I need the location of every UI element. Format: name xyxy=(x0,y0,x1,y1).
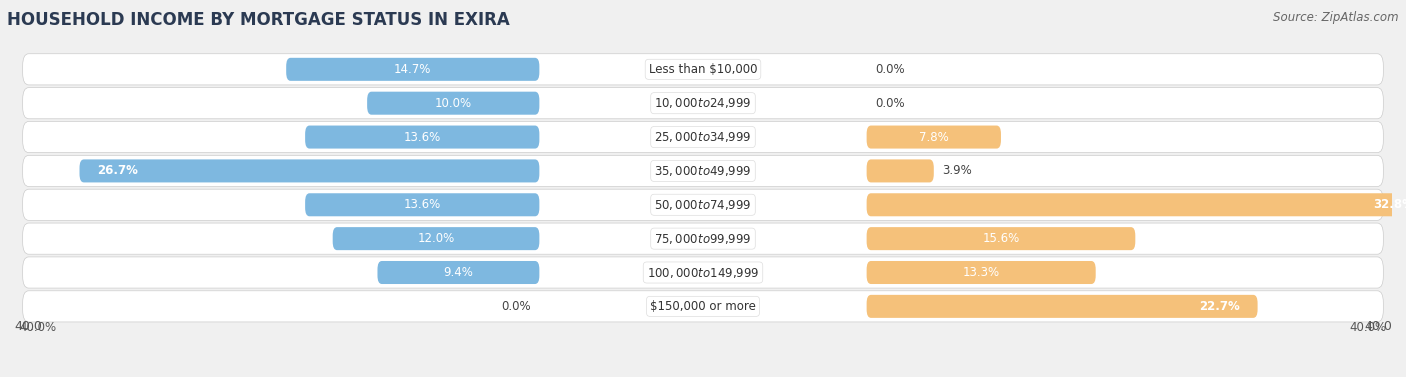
Text: 40.0%: 40.0% xyxy=(1350,321,1386,334)
FancyBboxPatch shape xyxy=(80,159,540,182)
FancyBboxPatch shape xyxy=(22,223,1384,254)
FancyBboxPatch shape xyxy=(866,295,1257,318)
Text: 0.0%: 0.0% xyxy=(875,63,905,76)
Text: 15.6%: 15.6% xyxy=(983,232,1019,245)
FancyBboxPatch shape xyxy=(22,155,1384,187)
FancyBboxPatch shape xyxy=(367,92,540,115)
Text: 13.6%: 13.6% xyxy=(404,198,441,211)
Text: $25,000 to $34,999: $25,000 to $34,999 xyxy=(654,130,752,144)
Text: $35,000 to $49,999: $35,000 to $49,999 xyxy=(654,164,752,178)
Text: $10,000 to $24,999: $10,000 to $24,999 xyxy=(654,96,752,110)
Text: Less than $10,000: Less than $10,000 xyxy=(648,63,758,76)
Text: 9.4%: 9.4% xyxy=(443,266,474,279)
Text: 32.8%: 32.8% xyxy=(1374,198,1406,211)
Text: 3.9%: 3.9% xyxy=(942,164,972,178)
Text: HOUSEHOLD INCOME BY MORTGAGE STATUS IN EXIRA: HOUSEHOLD INCOME BY MORTGAGE STATUS IN E… xyxy=(7,11,510,29)
Text: 14.7%: 14.7% xyxy=(394,63,432,76)
FancyBboxPatch shape xyxy=(22,54,1384,85)
FancyBboxPatch shape xyxy=(22,121,1384,153)
Text: $50,000 to $74,999: $50,000 to $74,999 xyxy=(654,198,752,212)
Text: 40.0: 40.0 xyxy=(14,320,42,333)
FancyBboxPatch shape xyxy=(22,257,1384,288)
FancyBboxPatch shape xyxy=(866,193,1406,216)
Text: 0.0%: 0.0% xyxy=(501,300,531,313)
Text: 0.0%: 0.0% xyxy=(875,97,905,110)
Text: $100,000 to $149,999: $100,000 to $149,999 xyxy=(647,265,759,279)
Text: $150,000 or more: $150,000 or more xyxy=(650,300,756,313)
FancyBboxPatch shape xyxy=(377,261,540,284)
FancyBboxPatch shape xyxy=(22,291,1384,322)
Text: 10.0%: 10.0% xyxy=(434,97,472,110)
FancyBboxPatch shape xyxy=(305,193,540,216)
FancyBboxPatch shape xyxy=(333,227,540,250)
Text: 7.8%: 7.8% xyxy=(920,130,949,144)
Text: Source: ZipAtlas.com: Source: ZipAtlas.com xyxy=(1274,11,1399,24)
Text: 12.0%: 12.0% xyxy=(418,232,454,245)
FancyBboxPatch shape xyxy=(22,189,1384,220)
FancyBboxPatch shape xyxy=(866,261,1095,284)
Text: 40.0: 40.0 xyxy=(1364,320,1392,333)
FancyBboxPatch shape xyxy=(22,87,1384,119)
FancyBboxPatch shape xyxy=(287,58,540,81)
Text: 26.7%: 26.7% xyxy=(97,164,138,178)
FancyBboxPatch shape xyxy=(866,159,934,182)
FancyBboxPatch shape xyxy=(305,126,540,149)
Text: 13.3%: 13.3% xyxy=(963,266,1000,279)
FancyBboxPatch shape xyxy=(866,227,1135,250)
Text: $75,000 to $99,999: $75,000 to $99,999 xyxy=(654,231,752,246)
FancyBboxPatch shape xyxy=(866,126,1001,149)
Text: 13.6%: 13.6% xyxy=(404,130,441,144)
Text: 40.0%: 40.0% xyxy=(20,321,56,334)
Text: 22.7%: 22.7% xyxy=(1199,300,1240,313)
